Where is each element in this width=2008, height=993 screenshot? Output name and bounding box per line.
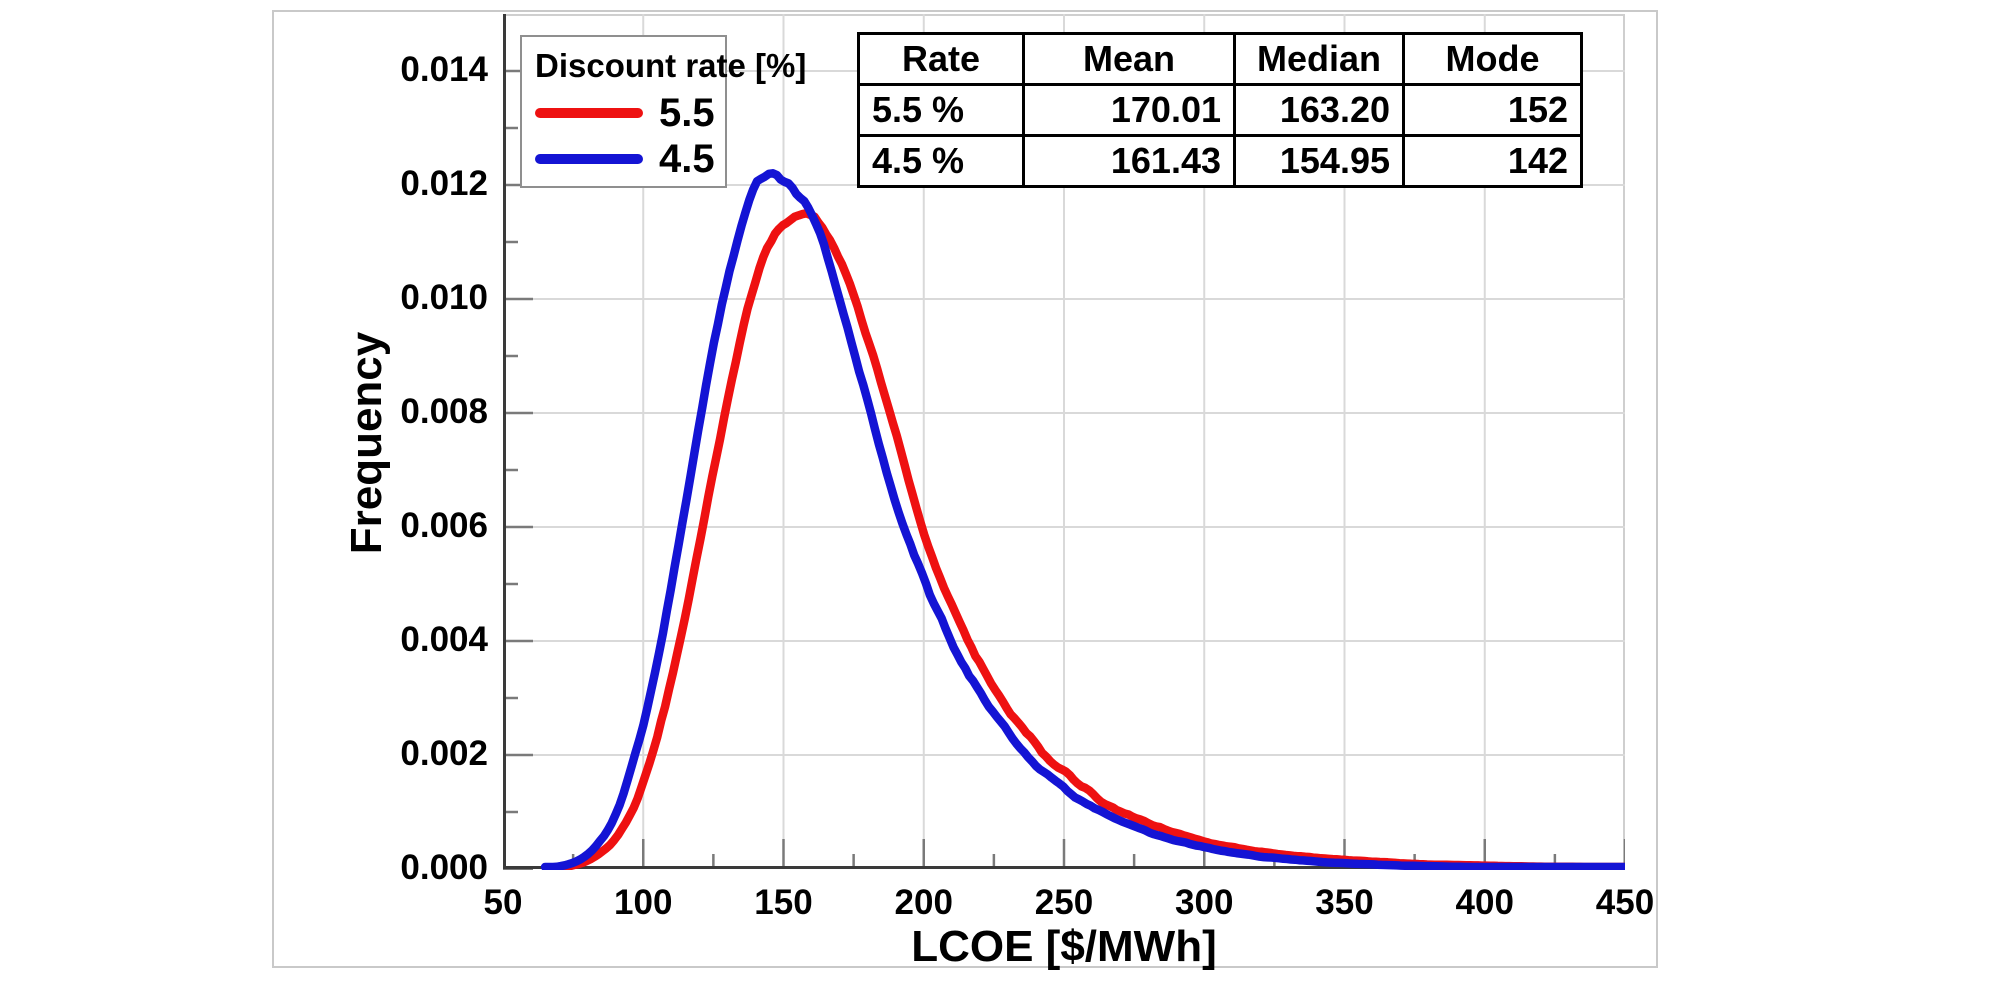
table-cell-median: 163.20 bbox=[1233, 83, 1405, 137]
y-tick-label: 0.002 bbox=[400, 734, 488, 773]
x-axis-title: LCOE [$/MWh] bbox=[911, 922, 1217, 971]
y-tick-label: 0.006 bbox=[400, 506, 488, 545]
legend-title: Discount rate [%] bbox=[535, 47, 807, 84]
y-axis-title: Frequency bbox=[342, 331, 391, 555]
x-tick-label: 100 bbox=[614, 883, 673, 922]
y-tick-label: 0.010 bbox=[400, 278, 488, 317]
legend-line-blue-icon bbox=[535, 154, 643, 164]
x-tick-label: 50 bbox=[483, 883, 523, 922]
legend-entry-4.5: 4.5 bbox=[535, 139, 715, 179]
y-tick-label: 0.000 bbox=[400, 848, 488, 887]
table-header-mode: Mode bbox=[1402, 32, 1583, 86]
x-tick-label: 150 bbox=[754, 883, 813, 922]
y-tick-label: 0.008 bbox=[400, 392, 488, 431]
table-cell-mode: 152 bbox=[1402, 83, 1583, 137]
legend-entry-label: 5.5 bbox=[659, 91, 715, 135]
y-tick-label: 0.014 bbox=[400, 50, 488, 89]
legend-entry-5.5: 5.5 bbox=[535, 93, 715, 133]
stats-table: Rate Mean Median Mode 5.5 % 170.01 163.2… bbox=[857, 32, 1583, 188]
x-tick-label: 250 bbox=[1034, 883, 1094, 922]
x-tick-label: 350 bbox=[1315, 883, 1374, 922]
x-tick-label: 200 bbox=[894, 883, 953, 922]
table-header-rate: Rate bbox=[857, 32, 1025, 86]
legend-entry-label: 4.5 bbox=[659, 137, 715, 181]
plot-area bbox=[503, 14, 1625, 870]
table-cell-rate: 5.5 % bbox=[857, 83, 1025, 137]
table-header-median: Median bbox=[1233, 32, 1405, 86]
x-tick-label: 400 bbox=[1455, 883, 1514, 922]
table-cell-mode: 142 bbox=[1402, 134, 1583, 188]
table-header-mean: Mean bbox=[1022, 32, 1236, 86]
legend-line-red-icon bbox=[535, 108, 643, 118]
y-tick-label: 0.004 bbox=[400, 620, 488, 659]
y-tick-label: 0.012 bbox=[400, 164, 488, 203]
x-tick-label: 300 bbox=[1175, 883, 1234, 922]
x-tick-label: 450 bbox=[1595, 883, 1655, 922]
table-header-row: Rate Mean Median Mode bbox=[857, 32, 1583, 86]
table-row: 4.5 % 161.43 154.95 142 bbox=[857, 134, 1583, 188]
legend: Discount rate [%] 5.5 4.5 bbox=[520, 35, 806, 188]
table-row: 5.5 % 170.01 163.20 152 bbox=[857, 83, 1583, 137]
table-cell-rate: 4.5 % bbox=[857, 134, 1025, 188]
table-cell-mean: 161.43 bbox=[1022, 134, 1236, 188]
table-cell-mean: 170.01 bbox=[1022, 83, 1236, 137]
series-line-4.5 bbox=[540, 169, 1625, 870]
table-cell-median: 154.95 bbox=[1233, 134, 1405, 188]
